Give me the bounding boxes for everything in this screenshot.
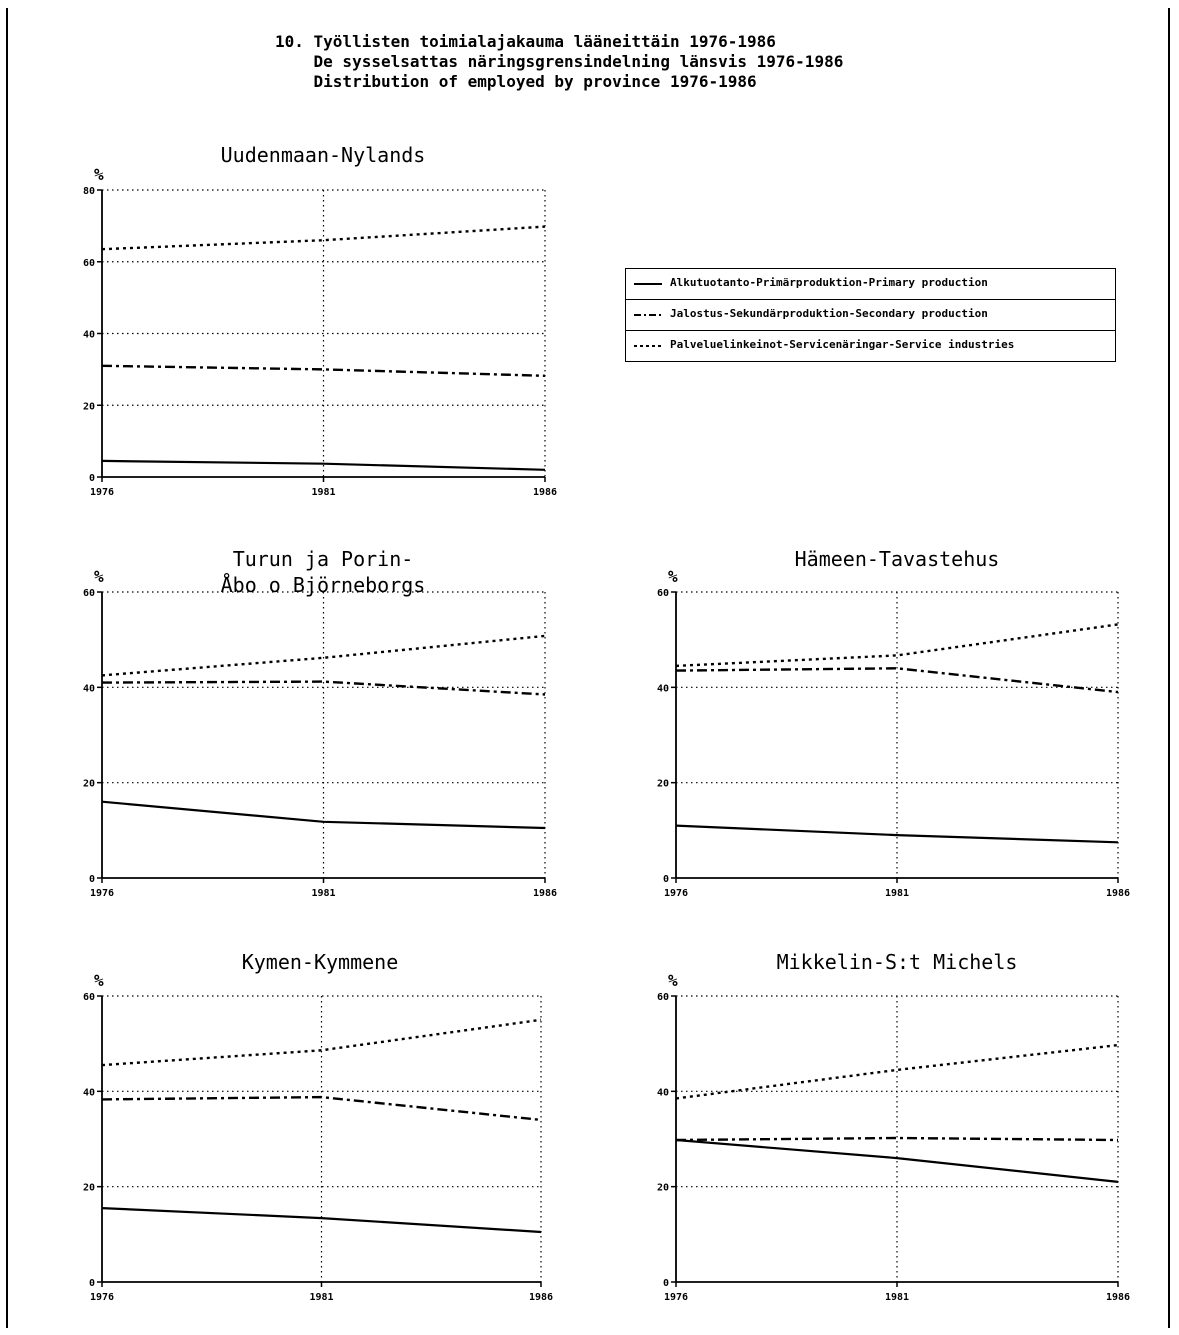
series-line-dotted <box>675 623 1119 668</box>
x-tick-label: 1986 <box>1106 1292 1130 1303</box>
y-tick-label: 60 <box>657 588 669 599</box>
y-tick-label: 40 <box>83 1087 95 1098</box>
x-tick-label: 1981 <box>885 888 909 899</box>
series-line-solid <box>101 1207 542 1234</box>
y-tick-label: 20 <box>657 1183 669 1194</box>
legend: Alkutuotanto-Primärproduktion-Primary pr… <box>625 268 1116 362</box>
x-tick-label: 1976 <box>90 888 114 899</box>
legend-swatch-solid <box>634 283 662 285</box>
series-line-dashdot <box>101 1095 542 1122</box>
title-line-en: Distribution of employed by province 197… <box>275 72 757 91</box>
y-tick-label: 40 <box>83 683 95 694</box>
y-axis-label: % <box>94 567 104 586</box>
legend-swatch-dashdot <box>634 314 662 316</box>
y-tick-label: 40 <box>657 683 669 694</box>
series-line-dotted <box>101 634 546 677</box>
y-tick-label: 0 <box>663 874 669 885</box>
legend-label: Palveluelinkeinot-Servicenäringar-Servic… <box>670 338 1015 351</box>
title-line-sv: De sysselsattas näringsgrensindelning lä… <box>275 52 844 71</box>
series-line-dashdot <box>675 667 1119 694</box>
series-line-solid <box>675 824 1119 844</box>
y-tick-label: 60 <box>657 992 669 1003</box>
y-tick-label: 0 <box>663 1278 669 1289</box>
legend-label: Jalostus-Sekundärproduktion-Secondary pr… <box>670 307 988 320</box>
x-tick-label: 1981 <box>311 487 335 498</box>
chart-title: Kymen-Kymmene <box>242 950 399 974</box>
x-tick-label: 1976 <box>664 1292 688 1303</box>
y-tick-label: 80 <box>83 186 95 197</box>
chart-title: Turun ja Porin- <box>233 547 414 571</box>
x-tick-label: 1976 <box>664 888 688 899</box>
y-tick-label: 60 <box>83 258 95 269</box>
y-axis-label: % <box>94 165 104 184</box>
series-line-solid <box>675 1138 1119 1183</box>
y-tick-label: 40 <box>83 330 95 341</box>
x-tick-label: 1986 <box>529 1292 553 1303</box>
y-tick-label: 60 <box>83 588 95 599</box>
x-tick-label: 1986 <box>533 888 557 899</box>
x-tick-label: 1981 <box>885 1292 909 1303</box>
y-axis-label: % <box>668 971 678 990</box>
series-line-solid <box>101 800 546 830</box>
series-line-dotted <box>101 1018 542 1067</box>
series-line-dashdot <box>675 1136 1119 1142</box>
chart-panel: Kymen-Kymmene% 0 20 40 60 1976 1981 1986 <box>83 950 553 1303</box>
chart-panel: Uudenmaan-Nylands% 0 20 40 60 80 1976 1981 1986 <box>83 143 557 498</box>
y-tick-label: 0 <box>89 874 95 885</box>
chart-title: Hämeen-Tavastehus <box>795 547 1000 571</box>
series-line-dotted <box>675 1043 1119 1100</box>
chart-title: Uudenmaan-Nylands <box>221 143 426 167</box>
legend-item-primary: Alkutuotanto-Primärproduktion-Primary pr… <box>626 269 1115 300</box>
y-tick-label: 40 <box>657 1087 669 1098</box>
y-axis-label: % <box>668 567 678 586</box>
y-tick-label: 20 <box>657 779 669 790</box>
x-tick-label: 1986 <box>533 487 557 498</box>
y-tick-label: 0 <box>89 1278 95 1289</box>
title-line-fi: 10. Työllisten toimialajakauma lääneittä… <box>275 32 776 51</box>
legend-item-secondary: Jalostus-Sekundärproduktion-Secondary pr… <box>626 300 1115 331</box>
y-axis-label: % <box>94 971 104 990</box>
x-tick-label: 1981 <box>311 888 335 899</box>
y-tick-label: 20 <box>83 401 95 412</box>
legend-item-service: Palveluelinkeinot-Servicenäringar-Servic… <box>626 331 1115 362</box>
series-line-solid <box>101 459 546 471</box>
y-tick-label: 0 <box>89 473 95 484</box>
chart-title: Mikkelin-S:t Michels <box>777 950 1018 974</box>
legend-swatch-dotted <box>634 345 662 347</box>
x-tick-label: 1976 <box>90 487 114 498</box>
y-tick-label: 20 <box>83 1183 95 1194</box>
x-tick-label: 1976 <box>90 1292 114 1303</box>
y-tick-label: 20 <box>83 779 95 790</box>
x-tick-label: 1981 <box>309 1292 333 1303</box>
y-tick-label: 60 <box>83 992 95 1003</box>
page-frame <box>6 8 1170 1328</box>
chart-panel: Turun ja Porin-Åbo o Björneborgs%0204060… <box>83 547 557 899</box>
x-tick-label: 1986 <box>1106 888 1130 899</box>
chart-panel: Hämeen-Tavastehus% 0 20 40 60 1976 1981 1986 <box>657 547 1130 899</box>
chart-panel: Mikkelin-S:t Michels% 0 20 40 60 1976 1981 1986 <box>657 950 1130 1303</box>
legend-label: Alkutuotanto-Primärproduktion-Primary pr… <box>670 276 988 289</box>
